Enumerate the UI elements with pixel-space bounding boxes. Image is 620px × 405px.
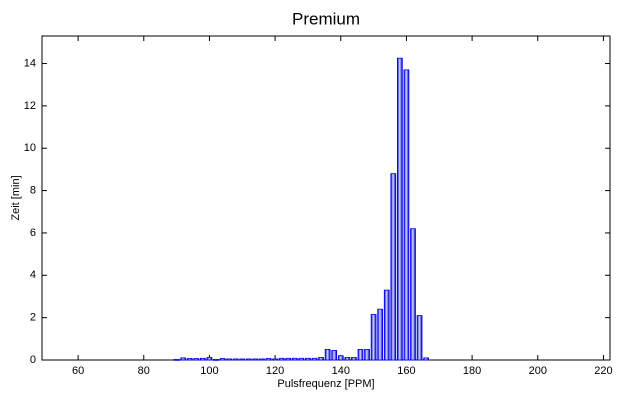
- bar: [193, 358, 200, 361]
- bar: [226, 358, 233, 361]
- bar: [200, 357, 206, 361]
- bar: [318, 357, 324, 361]
- bar: [397, 57, 403, 361]
- chart-title: Premium: [292, 9, 360, 28]
- x-tick-label: 220: [594, 365, 612, 377]
- bar: [265, 358, 272, 361]
- y-axis-label: Zeit [min]: [10, 175, 22, 220]
- y-tick-label: 10: [24, 142, 36, 154]
- bar: [344, 357, 351, 361]
- bar: [219, 358, 226, 361]
- x-tick-label: 60: [72, 365, 84, 377]
- bar: [239, 358, 246, 361]
- y-tick-label: 14: [24, 57, 36, 69]
- bar: [272, 358, 278, 361]
- y-tick-label: 8: [30, 184, 36, 196]
- bar: [390, 173, 397, 361]
- bar: [377, 308, 384, 361]
- bar: [285, 357, 292, 361]
- bar: [364, 349, 370, 361]
- x-tick-label: 100: [200, 365, 218, 377]
- y-tick-label: 12: [24, 100, 36, 112]
- plot-frame: [41, 35, 611, 361]
- bar: [291, 357, 298, 361]
- bar: [252, 358, 259, 361]
- bar: [370, 314, 377, 361]
- bar: [351, 357, 357, 361]
- bar: [331, 350, 338, 361]
- bar: [298, 357, 305, 361]
- bar: [410, 228, 416, 361]
- bar: [245, 358, 252, 361]
- x-tick-label: 160: [397, 365, 415, 377]
- bar: [259, 358, 265, 361]
- y-tick-label: 0: [30, 354, 36, 366]
- x-tick-label: 120: [266, 365, 284, 377]
- x-axis-label: Pulsfrequenz [PPM]: [277, 378, 374, 390]
- bar: [337, 355, 344, 361]
- bar: [186, 358, 193, 361]
- bar: [357, 349, 364, 361]
- bar: [180, 357, 187, 361]
- bar: [213, 358, 219, 361]
- y-tick-label: 2: [30, 312, 36, 324]
- bar: [416, 315, 423, 361]
- x-tick-label: 180: [463, 365, 481, 377]
- x-tick-label: 140: [332, 365, 350, 377]
- bar: [311, 357, 318, 361]
- y-tick-label: 4: [30, 269, 36, 281]
- bar: [324, 349, 331, 361]
- bar: [383, 289, 390, 361]
- y-tick-label: 6: [30, 227, 36, 239]
- bar: [206, 357, 213, 361]
- bar: [305, 357, 311, 361]
- bar: [232, 358, 239, 361]
- x-tick-label: 200: [529, 365, 547, 377]
- bar: [173, 358, 180, 361]
- bar: [423, 357, 430, 361]
- bar: [278, 357, 285, 361]
- x-tick-label: 80: [138, 365, 150, 377]
- bar: [403, 69, 410, 361]
